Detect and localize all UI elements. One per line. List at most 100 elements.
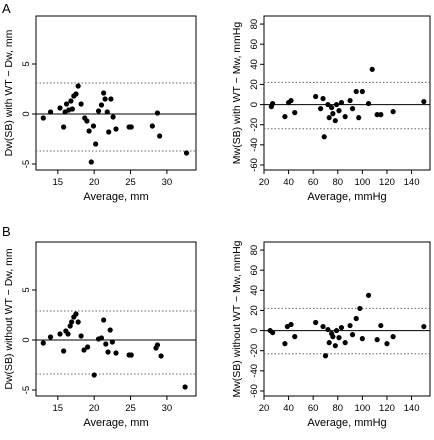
data-point: [349, 106, 356, 112]
data-point: [325, 326, 331, 333]
x-tick-label: 120: [379, 177, 395, 188]
data-point: [369, 66, 375, 72]
y-tick-label: 60: [249, 265, 260, 276]
data-point: [322, 353, 329, 359]
data-point: [347, 322, 353, 329]
x-axis-label: Average, mmHg: [307, 417, 386, 429]
y-tick-label: 0: [21, 337, 32, 342]
x-tick-label: 40: [283, 177, 294, 188]
y-tick-label: -60: [249, 158, 260, 172]
data-point: [113, 126, 119, 132]
data-point: [101, 317, 107, 323]
data-point: [158, 353, 164, 359]
data-point: [390, 109, 396, 115]
panel-a-diameter-plot: 15 20 25 30 -5 0 5 Average, mm Dw(SB) with WT − …: [3, 15, 197, 203]
x-tick-label: 80: [332, 177, 343, 188]
x-tick-label: 30: [162, 403, 173, 414]
data-point: [342, 114, 348, 120]
data-point: [113, 350, 119, 356]
data-point: [61, 348, 67, 354]
y-tick-label: 0: [249, 328, 260, 333]
data-point: [128, 124, 134, 130]
data-point: [69, 319, 75, 325]
data-point: [104, 109, 110, 115]
y-tick-label: 40: [249, 285, 260, 296]
data-point: [81, 347, 87, 353]
data-point: [106, 129, 112, 135]
data-point: [90, 123, 97, 129]
y-tick-label: 40: [249, 59, 260, 70]
data-point: [93, 141, 99, 147]
data-point: [85, 344, 91, 350]
data-point: [330, 111, 336, 117]
x-axis-label: Average, mm: [83, 191, 148, 203]
data-point: [378, 112, 384, 118]
y-tick-label: -60: [249, 384, 260, 398]
y-tick-label: 80: [249, 19, 260, 30]
data-point: [321, 134, 327, 140]
x-tick-label: 60: [308, 403, 319, 414]
data-point: [292, 334, 298, 340]
data-point: [313, 93, 319, 100]
data-point: [57, 331, 63, 337]
data-point: [75, 83, 81, 89]
data-point: [317, 106, 324, 112]
data-point: [109, 339, 115, 345]
x-tick-label: 140: [404, 403, 420, 414]
panel-b-diameter-plot: 15 20 25 30 -5 0 5 Average, mm Dw(SB) without WT…: [3, 241, 197, 429]
y-tick-label: -40: [249, 138, 260, 152]
x-tick-label: 15: [53, 403, 64, 414]
data-point: [182, 384, 188, 390]
x-tick-label: 20: [89, 403, 100, 414]
data-point: [57, 105, 63, 111]
data-point: [349, 332, 356, 338]
y-tick-label: 5: [21, 61, 32, 66]
plot-frame: [263, 15, 431, 171]
y-tick-label: -20: [249, 344, 260, 358]
data-point: [356, 115, 362, 121]
data-point: [359, 336, 365, 342]
data-point: [378, 322, 384, 329]
data-point: [347, 97, 353, 104]
x-tick-label: 25: [125, 403, 136, 414]
panel-b-pressure-plot: 20 40 60 80 100 120 140 -60 -40 -20 0 20 40 60 80 Avera…: [231, 240, 431, 429]
data-point: [357, 305, 363, 312]
y-tick-label: -5: [21, 386, 32, 394]
data-point: [332, 343, 338, 349]
x-tick-label: 60: [308, 177, 319, 188]
data-point: [288, 321, 294, 328]
data-point: [336, 335, 342, 341]
y-tick-label: 0: [21, 111, 32, 116]
x-tick-label: 25: [125, 177, 136, 188]
data-point: [40, 115, 46, 121]
y-axis-label: Dw(SB) with WT − Dw, mm: [3, 29, 15, 156]
data-point: [421, 323, 427, 330]
data-point: [374, 337, 380, 343]
data-point: [288, 97, 294, 104]
data-point: [102, 96, 108, 102]
x-tick-label: 100: [354, 403, 370, 414]
data-point: [338, 324, 345, 331]
data-point: [107, 327, 113, 333]
data-point: [320, 323, 326, 330]
data-point: [292, 110, 298, 116]
data-point: [365, 292, 372, 298]
data-point: [282, 341, 288, 347]
data-point: [154, 342, 161, 348]
data-point: [61, 124, 67, 130]
data-point: [108, 96, 114, 102]
data-point: [101, 90, 107, 96]
y-tick-label: 80: [249, 245, 260, 256]
y-tick-label: -5: [21, 160, 32, 168]
y-axis-label: Mw(SB) with WT − Mw, mmHg: [231, 22, 243, 165]
data-point: [67, 323, 73, 329]
data-point: [84, 118, 90, 124]
data-point: [95, 108, 102, 114]
data-point: [333, 101, 340, 108]
data-point: [282, 114, 288, 120]
data-point: [330, 334, 336, 340]
x-tick-label: 40: [283, 403, 294, 414]
data-point: [105, 349, 111, 355]
data-point: [157, 133, 163, 139]
